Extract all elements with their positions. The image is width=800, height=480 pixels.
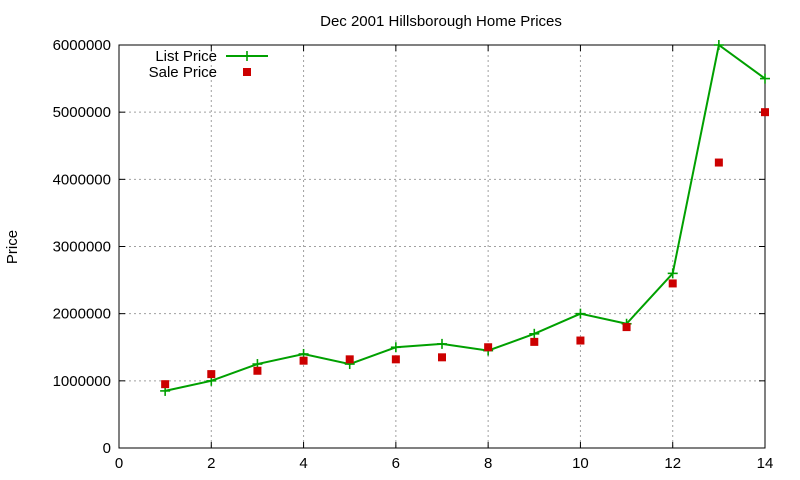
- list-price-point: [390, 342, 401, 353]
- list-price-point: [760, 73, 770, 84]
- y-tick-label: 2000000: [53, 306, 111, 323]
- list-price-line: [164, 43, 766, 392]
- y-tick-labels: 0 1000000 2000000 3000000 4000000 5000000 6000…: [53, 37, 111, 457]
- x-tick-label: 14: [757, 455, 774, 472]
- series-layer: [160, 40, 770, 396]
- x-tick-labels: 0 2 4 6 8 10 12 14: [115, 455, 774, 472]
- legend-square-swatch: [243, 68, 251, 76]
- y-axis-label: Price: [4, 230, 21, 264]
- legend-entry: List Price: [155, 48, 268, 65]
- sale-price-point: [391, 355, 400, 364]
- list-price-point: [529, 328, 540, 339]
- sale-price-point: [761, 108, 769, 117]
- series-sale-price: [161, 108, 769, 389]
- sale-price-point: [714, 158, 723, 167]
- sale-price-point: [299, 356, 308, 365]
- sale-price-point: [668, 279, 677, 288]
- sale-price-point: [253, 366, 262, 375]
- sale-price-point: [576, 336, 585, 345]
- legend-entry: Sale Price: [149, 64, 251, 81]
- x-tick-label: 4: [299, 455, 307, 472]
- legend-label: Sale Price: [149, 64, 217, 81]
- y-tick-label: 4000000: [53, 171, 111, 188]
- x-tick-label: 12: [664, 455, 681, 472]
- axis-ticks: [118, 44, 766, 449]
- x-tick-label: 6: [392, 455, 400, 472]
- chart-title: Dec 2001 Hillsborough Home Prices: [320, 13, 562, 30]
- series-list-price: [160, 40, 770, 396]
- sale-price-point: [345, 355, 354, 364]
- x-tick-label: 10: [572, 455, 589, 472]
- list-price-point: [575, 308, 586, 319]
- sale-price-point: [484, 343, 493, 352]
- x-tick-label: 2: [207, 455, 215, 472]
- sale-price-point: [207, 370, 216, 379]
- x-tick-label: 8: [484, 455, 492, 472]
- y-tick-label: 6000000: [53, 37, 111, 54]
- y-tick-label: 3000000: [53, 239, 111, 256]
- grid-lines: [119, 45, 765, 448]
- sale-price-point: [530, 337, 539, 346]
- x-tick-label: 0: [115, 455, 123, 472]
- legend-label: List Price: [155, 48, 217, 65]
- sale-price-point: [438, 353, 446, 362]
- list-price-point: [667, 268, 678, 279]
- y-tick-label: 0: [103, 440, 111, 457]
- legend-plus-swatch: [242, 51, 252, 61]
- y-tick-label: 5000000: [53, 104, 111, 121]
- list-price-point: [713, 40, 724, 50]
- sale-price-point: [161, 380, 170, 389]
- y-tick-label: 1000000: [53, 373, 111, 390]
- list-price-point: [437, 338, 447, 349]
- sale-price-point: [622, 323, 631, 332]
